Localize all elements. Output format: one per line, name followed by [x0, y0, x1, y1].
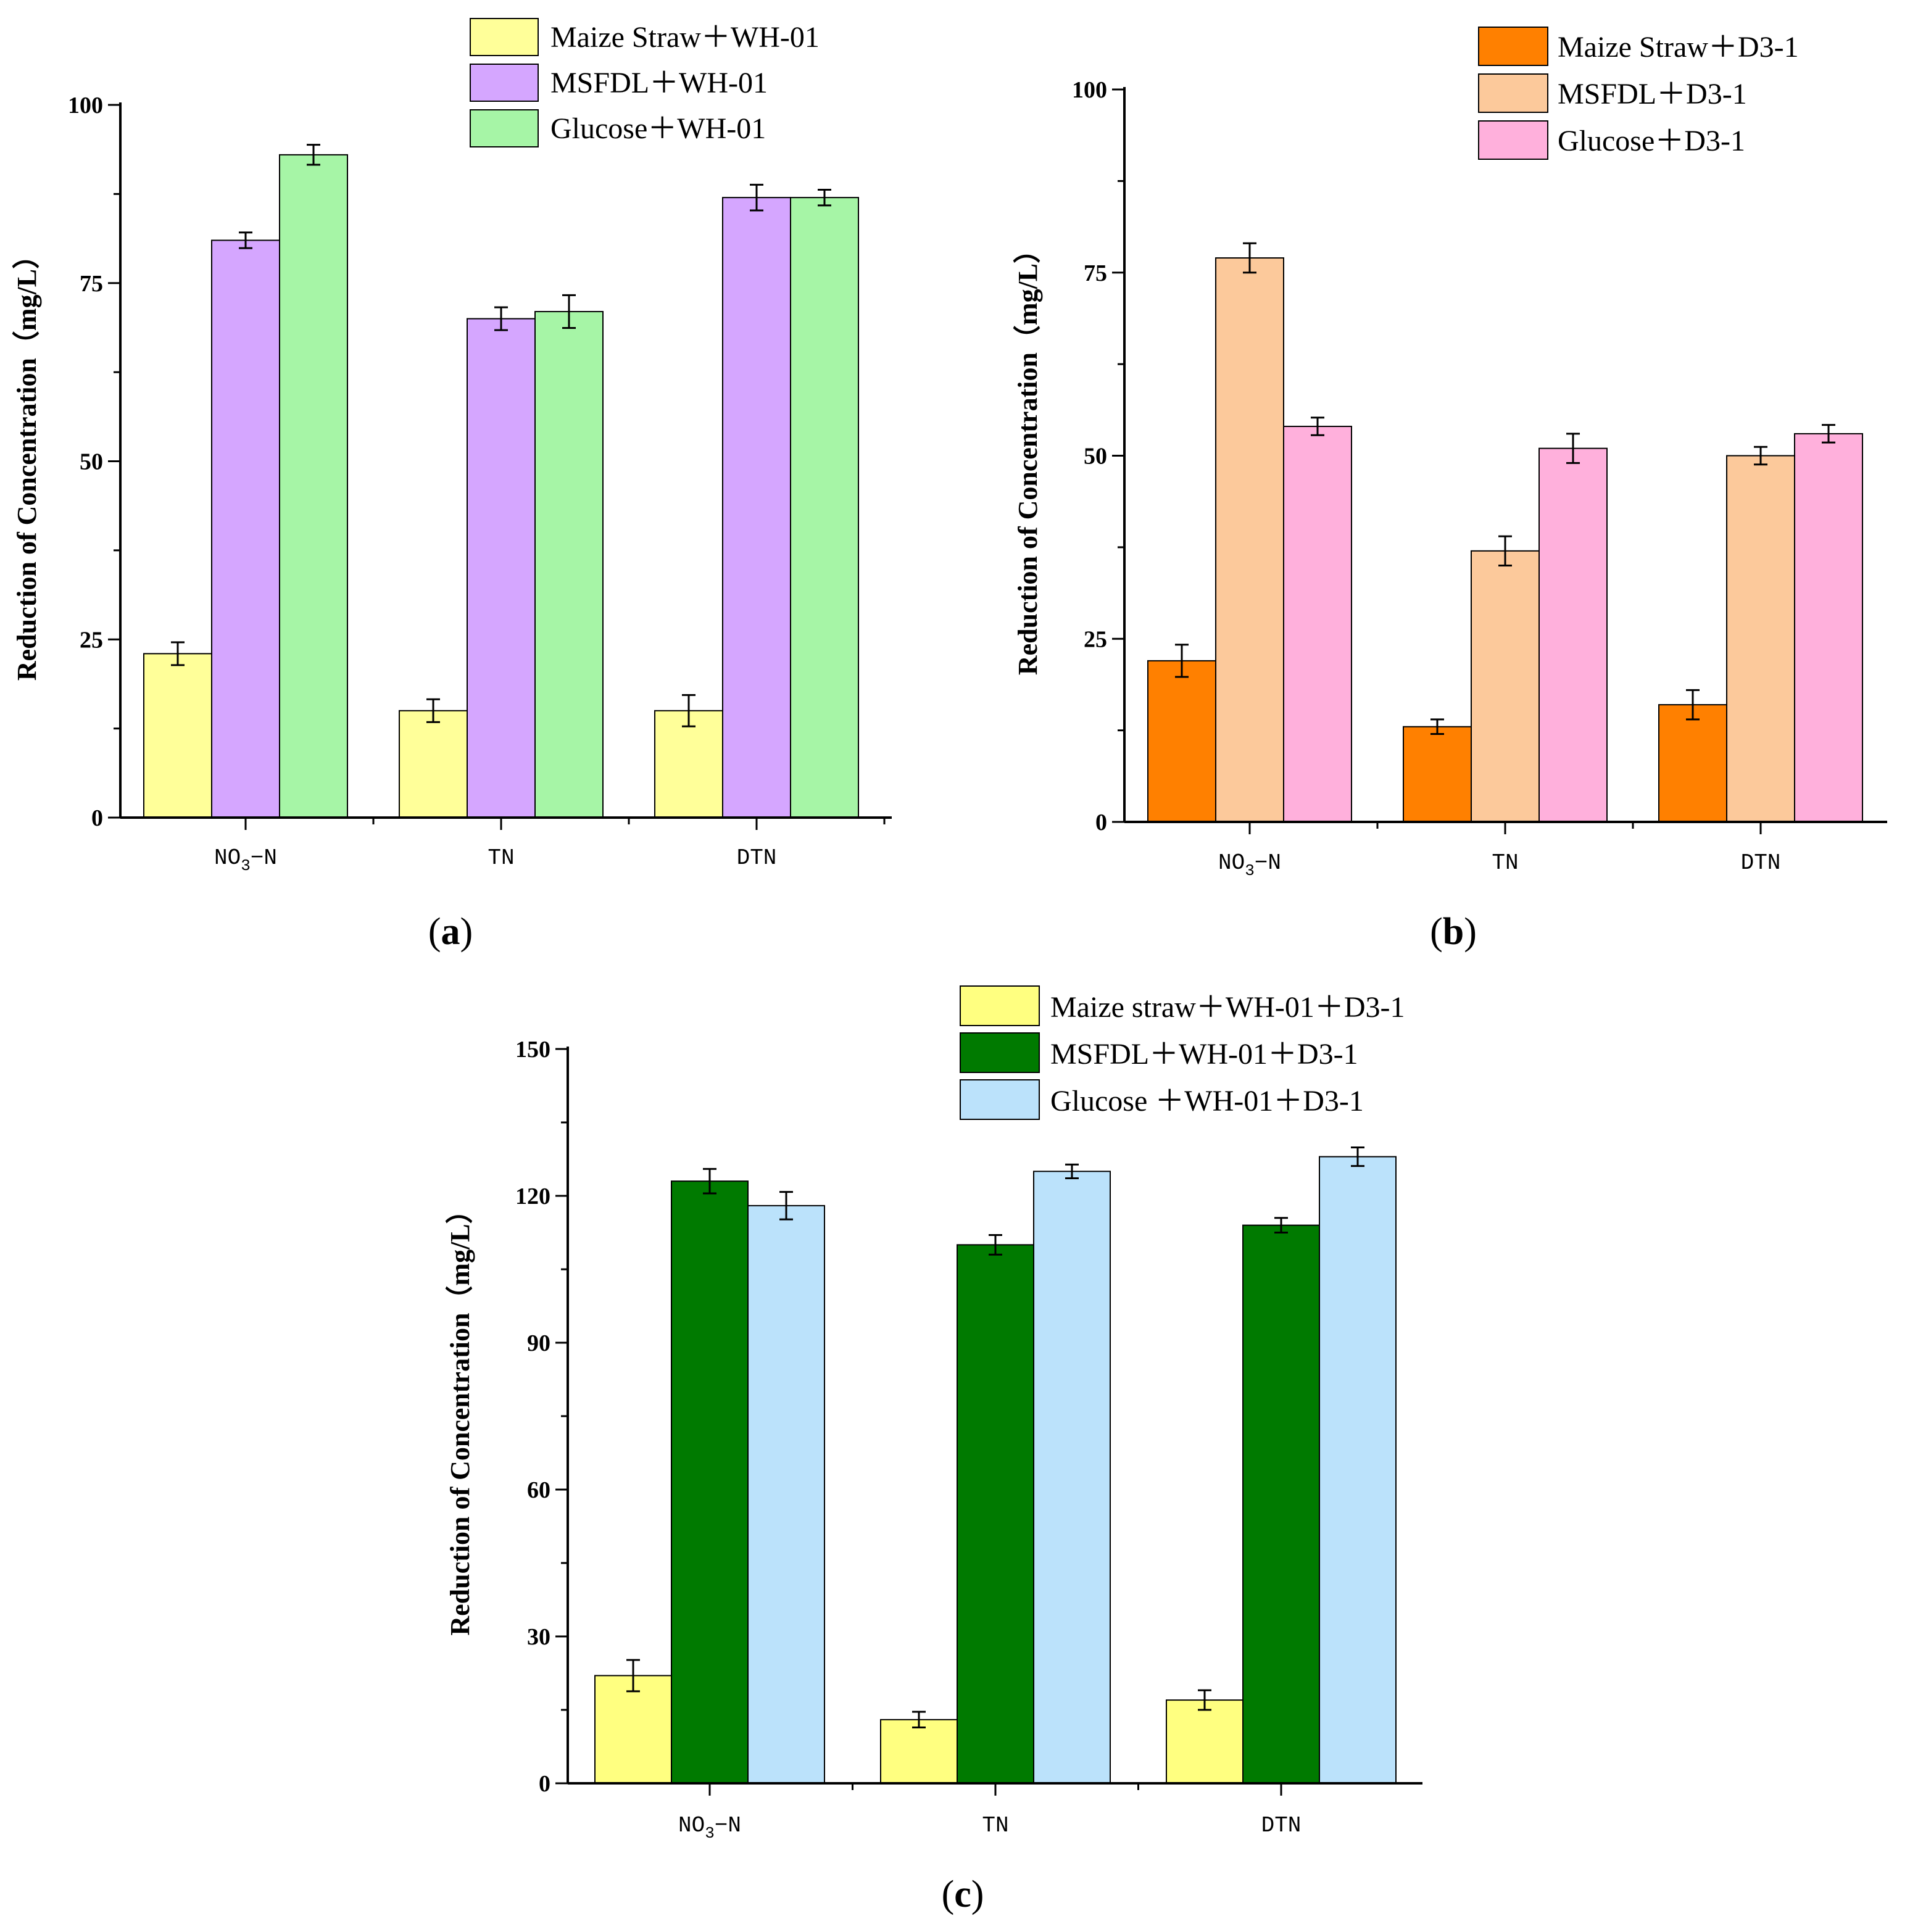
panel-label: (b) [1430, 911, 1477, 953]
y-tick-label: 50 [80, 449, 103, 475]
legend-swatch [1478, 73, 1548, 113]
legend-swatch [960, 985, 1040, 1026]
bar [1319, 1156, 1397, 1784]
y-tick-label: 0 [91, 805, 103, 831]
y-tick-label: 90 [527, 1330, 550, 1356]
y-tick-label: 100 [68, 93, 103, 118]
y-tick-label: 25 [1084, 626, 1107, 652]
y-tick-label: 25 [80, 627, 103, 653]
bar [211, 239, 280, 818]
bar [1242, 1224, 1320, 1784]
bar [1403, 726, 1472, 823]
y-tick-label: 100 [1072, 77, 1107, 103]
bar [957, 1244, 1034, 1785]
x-tick-label: DTN [1261, 1813, 1302, 1838]
y-tick-label: 75 [80, 271, 103, 297]
bar [1166, 1699, 1244, 1784]
bar [1215, 257, 1284, 823]
bar [1471, 550, 1540, 823]
bar [1147, 660, 1216, 823]
x-tick-label: NO3−N [678, 1813, 741, 1843]
y-tick-label: 50 [1084, 444, 1107, 470]
y-axis-label: Reduction of Concentration（mg/L） [1013, 236, 1043, 675]
x-tick-label: DTN [737, 845, 777, 871]
y-tick-label: 0 [1095, 810, 1107, 835]
y-tick-label: 75 [1084, 260, 1107, 286]
legend-label: MSFDL＋D3-1 [1558, 78, 1747, 110]
legend-swatch [470, 18, 539, 56]
bar [1726, 455, 1795, 823]
panel-label: (c) [942, 1873, 984, 1915]
x-tick-label: TN [488, 845, 514, 871]
legend-label: MSFDL＋WH-01 [550, 67, 768, 99]
x-tick-label: DTN [1741, 850, 1781, 876]
bar [467, 318, 536, 818]
bar [722, 197, 791, 818]
bar [790, 197, 859, 818]
chart-panel-c: 0 30 60 90 120 150 Reduction of Concentration（… [445, 985, 1422, 1915]
y-axis-label: Reduction of Concentration（mg/L） [445, 1196, 475, 1635]
bar [534, 310, 604, 818]
y-tick-label: 60 [527, 1477, 550, 1503]
bar [279, 154, 348, 819]
bar [1283, 426, 1352, 823]
y-tick-label: 150 [515, 1037, 550, 1063]
bar [1538, 447, 1608, 823]
bar [747, 1204, 825, 1785]
y-axis-label: Reduction of Concentration（mg/L） [12, 242, 42, 681]
x-tick-label: TN [1492, 850, 1518, 876]
legend-label: MSFDL＋WH-01＋D3-1 [1050, 1038, 1358, 1071]
legend-swatch [960, 1079, 1040, 1120]
legend-label: Maize straw＋WH-01＋D3-1 [1050, 991, 1405, 1024]
legend-swatch [1478, 27, 1548, 66]
chart-panel-a: 0 25 50 75 100 Reduction of Concentration（mg/… [12, 18, 892, 953]
legend-label: Glucose＋D3-1 [1558, 125, 1745, 157]
legend-label: Maize Straw＋D3-1 [1558, 31, 1799, 64]
legend-label: Maize Straw＋WH-01 [550, 21, 820, 54]
legend-label: Glucose＋WH-01 [550, 112, 766, 145]
bar [880, 1718, 958, 1785]
y-tick-label: 30 [527, 1624, 550, 1650]
bar [143, 653, 212, 818]
legend-swatch [470, 64, 539, 102]
bar [1794, 433, 1863, 823]
x-tick-label: TN [982, 1813, 1008, 1838]
legend-swatch [1478, 120, 1548, 160]
bar [1033, 1171, 1111, 1785]
x-tick-label: NO3−N [214, 845, 277, 875]
y-tick-label: 120 [515, 1184, 550, 1209]
legend-swatch [470, 109, 539, 147]
legend-label: Glucose ＋WH-01＋D3-1 [1050, 1085, 1364, 1117]
bar [1658, 704, 1727, 823]
x-tick-label: NO3−N [1218, 850, 1281, 880]
bar [399, 710, 468, 818]
panel-label: (a) [428, 911, 473, 953]
legend-swatch [960, 1032, 1040, 1073]
bar [671, 1180, 749, 1784]
chart-panel-b: 0 25 50 75 100 Reduction of Concentration（mg/… [1013, 27, 1887, 953]
y-tick-label: 0 [539, 1771, 550, 1797]
